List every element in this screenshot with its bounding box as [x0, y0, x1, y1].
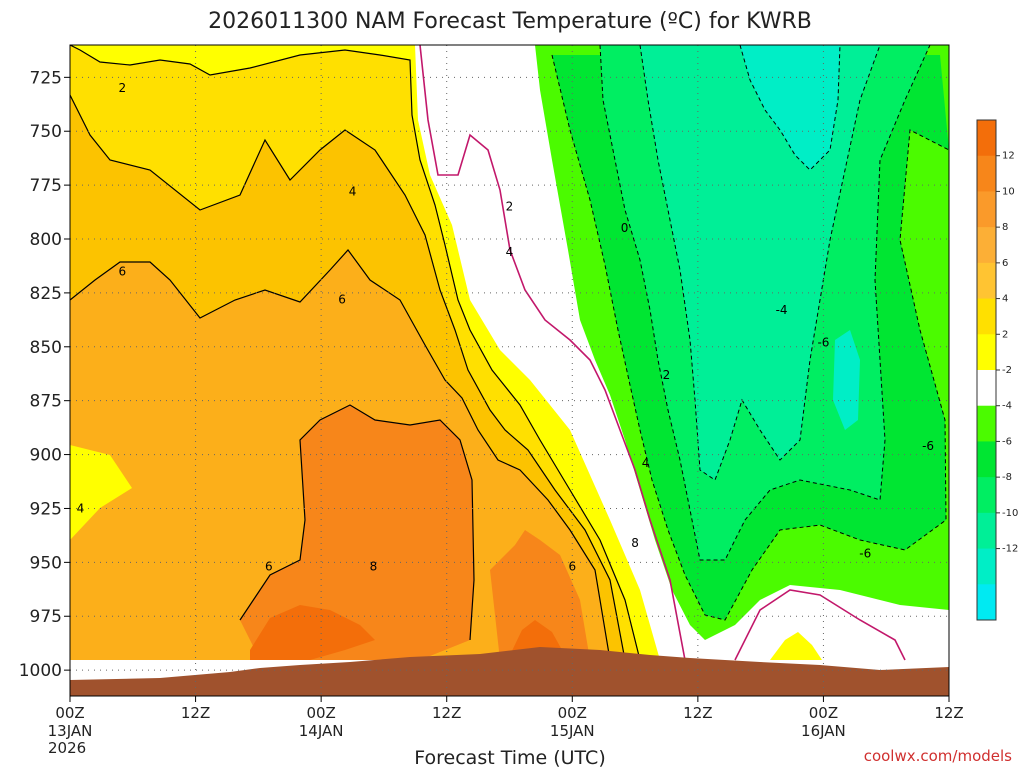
contour-label: 6: [265, 560, 273, 574]
filled-contours: [70, 45, 949, 660]
colorbar-swatch: [977, 512, 996, 550]
y-tick-label: 1000: [19, 661, 62, 681]
colorbar-tick-label: 2: [1002, 329, 1008, 340]
colorbar-swatch: [977, 441, 996, 478]
x-tick-label: 00Z: [306, 704, 335, 722]
contour-label: 8: [631, 536, 639, 550]
contour-label: 4: [349, 185, 357, 199]
x-tick-label: 12Z: [181, 704, 210, 722]
contour-label: 8: [370, 560, 378, 574]
y-tick-label: 925: [30, 499, 62, 519]
x-tick-label: 12Z: [683, 704, 712, 722]
y-tick-label: 975: [30, 607, 62, 627]
colorbar-swatch: [977, 477, 996, 514]
y-tick-label: 875: [30, 392, 62, 412]
contour-label: 2: [119, 81, 127, 95]
x-axis: 00Z 12Z 00Z 12Z 00Z 12Z 00Z 12Z 13JAN 14JAN 15JAN 1…: [48, 696, 964, 740]
colorbar-tick-label: 10: [1002, 186, 1015, 197]
plot-frame: [69, 44, 950, 697]
colorbar-tick-label: -2: [1002, 365, 1012, 376]
terrain-ground: [70, 647, 949, 696]
colorbar-swatch: [977, 262, 996, 300]
colorbar-swatch: [977, 227, 996, 264]
x-axis-label: Forecast Time (UTC): [414, 747, 605, 768]
colorbar-swatch: [977, 370, 996, 407]
contour-labels: 2 2 4 4 6 6 4 2 6 8 6 8 0 -4 -6 -6 -6 4: [77, 81, 934, 574]
contour-label: 6: [568, 560, 576, 574]
colorbar-tick-label: -6: [1002, 436, 1012, 447]
contour-line-minus8: [639, 45, 881, 481]
colorbar-tick-label: -8: [1002, 472, 1012, 483]
colorbar-tick-label: 8: [1002, 222, 1008, 233]
contour-label: 6: [119, 264, 127, 278]
y-tick-label: 750: [30, 122, 62, 142]
contour-label: -6: [859, 547, 871, 561]
fill-minus10-to-minus12-b: [833, 330, 860, 430]
contour-line-6: [70, 249, 611, 661]
fill-above-12-a: [250, 605, 375, 660]
x-tick-label: 00Z: [55, 704, 84, 722]
x-date-label: 14JAN: [299, 722, 344, 740]
colorbar-tick-label: 6: [1002, 258, 1008, 269]
contour-label: 6: [338, 292, 346, 306]
x-tick-label: 12Z: [934, 704, 963, 722]
contour-label: 4: [506, 245, 514, 259]
y-tick-label: 950: [30, 553, 62, 573]
contour-line-0: [419, 45, 686, 661]
colorbar-swatch: [977, 405, 996, 442]
x-tick-label: 00Z: [809, 704, 838, 722]
fill-lower-left-warm: [70, 445, 132, 540]
fill-warm-bottom-right: [770, 632, 822, 660]
colorbar-swatch: [977, 548, 996, 585]
y-tick-label: 850: [30, 338, 62, 358]
x-date-label: 13JAN: [48, 722, 93, 740]
contour-line-4: [70, 94, 626, 661]
colorbar-tick-label: -12: [1002, 544, 1018, 555]
chart-title: 2026011300 NAM Forecast Temperature (ºC)…: [208, 9, 812, 34]
y-tick-label: 825: [30, 284, 62, 304]
grid: [69, 45, 950, 696]
contour-label: -6: [817, 335, 829, 349]
contour-label: 4: [642, 456, 650, 470]
x-date-label: 16JAN: [801, 722, 846, 740]
colorbar-tick-label: -4: [1002, 401, 1012, 412]
contour-line-2: [70, 45, 641, 661]
fill-minus10-to-minus12: [740, 45, 840, 170]
colorbar-swatch: [977, 334, 996, 371]
contour-lines: [70, 45, 949, 661]
contour-label: 4: [77, 501, 85, 515]
y-axis: 725 750 775 800 825 850 875 900 925 950 975 1000: [19, 68, 70, 681]
contour-label: 2: [506, 200, 514, 214]
contour-line-minus4: [551, 54, 949, 621]
y-tick-label: 900: [30, 446, 62, 466]
contour-line-8: [239, 404, 475, 641]
x-tick-label: 00Z: [558, 704, 587, 722]
year-label: 2026: [48, 739, 86, 757]
y-tick-label: 775: [30, 176, 62, 196]
colorbar-swatch: [977, 298, 996, 335]
contour-label: 0: [621, 221, 629, 235]
colorbar-swatch: [977, 191, 996, 228]
x-tick-label: 12Z: [432, 704, 461, 722]
colorbar-tick-label: 4: [1002, 294, 1008, 305]
contour-line-0-b: [734, 589, 906, 661]
colorbar-tick-label: -10: [1002, 508, 1018, 519]
credit-text: coolwx.com/models: [864, 747, 1012, 765]
colorbar-swatch: [977, 155, 996, 192]
colorbar: 12 10 8 6 4 2 -2 -4 -6 -8 -10 -12: [976, 119, 1018, 621]
contour-label: 2: [663, 368, 671, 382]
colorbar-tick-label: 12: [1002, 151, 1015, 162]
contour-label: -4: [776, 303, 788, 317]
y-tick-label: 725: [30, 68, 62, 88]
contour-label: -6: [922, 439, 934, 453]
y-tick-label: 800: [30, 230, 62, 250]
x-date-label: 15JAN: [550, 722, 595, 740]
colorbar-swatch: [977, 584, 996, 621]
colorbar-swatch: [977, 120, 996, 157]
fill-10-to-12-a: [240, 405, 474, 660]
